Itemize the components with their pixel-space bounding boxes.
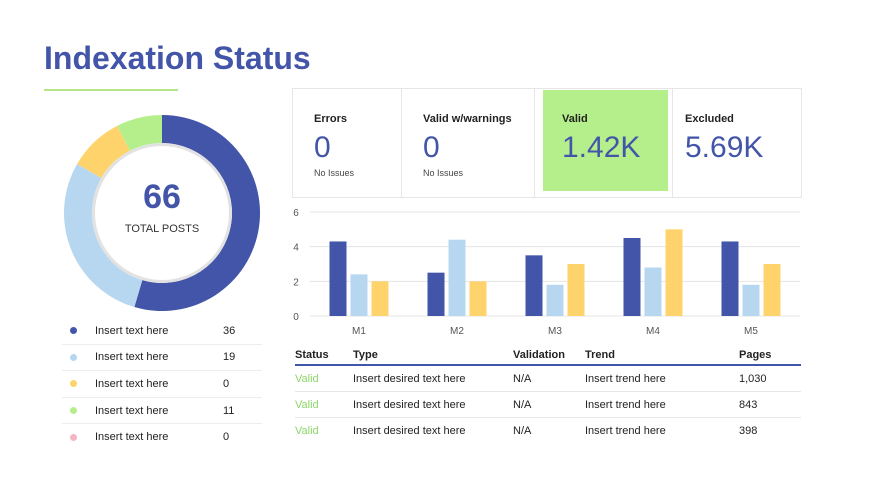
header-trend: Trend xyxy=(585,349,615,361)
table-row: Valid Insert desired text here N/A Inser… xyxy=(295,392,801,418)
legend-dot-icon xyxy=(70,380,77,388)
table-row: Valid Insert desired text here N/A Inser… xyxy=(295,418,801,443)
title-underline xyxy=(44,89,178,91)
bar-M4-s2 xyxy=(665,229,683,316)
cell-trend: Insert trend here xyxy=(585,424,666,437)
table-row: Valid Insert desired text here N/A Inser… xyxy=(295,366,801,392)
cell-pages: 843 xyxy=(739,398,758,411)
cell-status: Valid xyxy=(295,372,319,385)
y-tick-label: 0 xyxy=(293,312,299,323)
header-validation: Validation xyxy=(513,349,565,361)
legend-dot-icon xyxy=(70,327,77,335)
legend-label: Insert text here xyxy=(95,431,169,444)
bar-M1-s2 xyxy=(371,281,389,316)
legend-value: 0 xyxy=(223,377,230,390)
cell-status: Valid xyxy=(295,424,319,437)
legend-value: 19 xyxy=(223,351,236,364)
bar-M2-s1 xyxy=(448,239,466,316)
cell-pages: 1,030 xyxy=(739,372,767,385)
donut-segment-3 xyxy=(77,125,130,178)
bar-M3-s2 xyxy=(567,264,585,316)
bar-M4-s1 xyxy=(644,267,662,316)
kpi-title: Valid w/warnings xyxy=(423,113,512,125)
cell-validation: N/A xyxy=(513,372,532,385)
legend-item: Insert text here 36 xyxy=(62,318,262,345)
kpi-value: 1.42K xyxy=(562,131,641,164)
legend-item: Insert text here 19 xyxy=(62,345,262,372)
donut-center: 66 TOTAL POSTS xyxy=(95,146,229,280)
donut-segment-1 xyxy=(64,164,143,308)
legend-value: 36 xyxy=(223,324,236,337)
bar-M2-s0 xyxy=(427,272,445,316)
kpi-value: 0 xyxy=(314,131,331,164)
cell-trend: Insert trend here xyxy=(585,398,666,411)
cell-trend: Insert trend here xyxy=(585,372,666,385)
table-header: Status Type Validation Trend Pages xyxy=(295,346,801,366)
cell-status: Valid xyxy=(295,398,319,411)
kpi-subtitle: No Issues xyxy=(314,168,355,178)
x-tick-label: M1 xyxy=(352,326,366,337)
x-tick-label: M3 xyxy=(548,326,562,337)
bar-M5-s2 xyxy=(763,264,781,316)
legend-dot-icon xyxy=(70,433,77,441)
header-status: Status xyxy=(295,349,329,361)
cell-type: Insert desired text here xyxy=(353,424,466,437)
cell-type: Insert desired text here xyxy=(353,372,466,385)
kpi-subtitle: No Issues xyxy=(423,168,464,178)
legend-dot-icon xyxy=(70,407,77,415)
total-posts-value: 66 xyxy=(143,178,181,216)
donut-segment-0 xyxy=(134,115,261,311)
kpi-title: Errors xyxy=(314,113,348,125)
bar-M3-s0 xyxy=(525,255,543,316)
bar-M4-s0 xyxy=(623,238,641,316)
kpi-title: Valid xyxy=(562,113,588,125)
cell-type: Insert desired text here xyxy=(353,398,466,411)
legend-dot-icon xyxy=(70,353,77,361)
y-tick-label: 4 xyxy=(293,243,299,254)
kpi-valid-warnings: Valid w/warnings 0 No Issues xyxy=(402,89,535,197)
donut-legend: Insert text here 36 Insert text here 19 … xyxy=(62,318,262,450)
total-posts-donut xyxy=(64,115,261,311)
kpi-valid: Valid 1.42K xyxy=(535,89,673,197)
x-tick-label: M5 xyxy=(744,326,758,337)
kpi-highlight xyxy=(543,90,668,191)
bar-M2-s2 xyxy=(469,281,487,316)
kpi-title: Excluded xyxy=(685,113,734,125)
bar-M1-s0 xyxy=(329,241,347,316)
donut-segment-4 xyxy=(117,115,162,151)
legend-label: Insert text here xyxy=(95,377,169,390)
status-table: Status Type Validation Trend Pages Valid… xyxy=(295,346,801,443)
kpi-value: 5.69K xyxy=(685,131,764,164)
y-tick-label: 6 xyxy=(293,208,299,219)
header-type: Type xyxy=(353,349,378,361)
header-pages: Pages xyxy=(739,349,772,361)
total-posts-label: TOTAL POSTS xyxy=(124,223,200,235)
kpi-value: 0 xyxy=(423,131,440,164)
bar-M5-s1 xyxy=(742,284,760,316)
legend-item: Insert text here 11 xyxy=(62,398,262,425)
kpi-errors: Errors 0 No Issues xyxy=(293,89,402,197)
cell-validation: N/A xyxy=(513,398,532,411)
x-tick-label: M2 xyxy=(450,326,464,337)
legend-label: Insert text here xyxy=(95,351,169,364)
cell-validation: N/A xyxy=(513,424,532,437)
y-tick-label: 2 xyxy=(293,277,299,288)
page-title: Indexation Status xyxy=(44,40,311,76)
bar-M3-s1 xyxy=(546,284,564,316)
legend-item: Insert text here 0 xyxy=(62,424,262,450)
legend-value: 11 xyxy=(223,404,235,417)
legend-value: 0 xyxy=(223,431,230,444)
legend-label: Insert text here xyxy=(95,324,169,337)
legend-item: Insert text here 0 xyxy=(62,371,262,398)
legend-label: Insert text here xyxy=(95,404,169,417)
bar-M1-s1 xyxy=(350,274,368,316)
kpi-cards: Errors 0 No Issues Valid w/warnings 0 No… xyxy=(292,88,802,198)
cell-pages: 398 xyxy=(739,424,758,437)
bar-M5-s0 xyxy=(721,241,739,316)
kpi-excluded: Excluded 5.69K xyxy=(673,89,801,197)
monthly-bar-chart: 0 2 4 6 M1 M2 M3 M4 M5 xyxy=(293,208,800,337)
x-tick-label: M4 xyxy=(646,326,660,337)
